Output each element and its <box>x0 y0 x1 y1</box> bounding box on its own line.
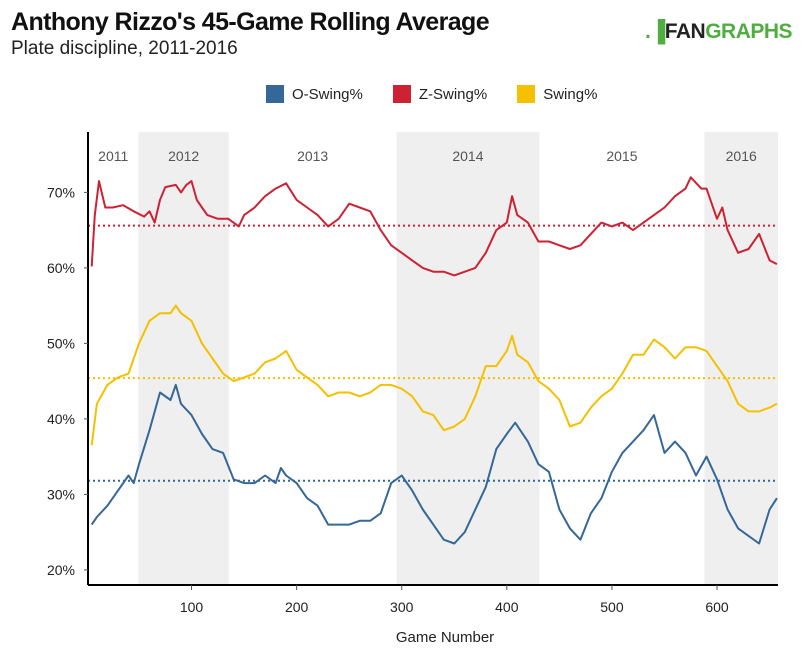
season-label-2012: 2012 <box>168 148 199 164</box>
fangraphs-logo: .▐FANGRAPHS <box>645 20 793 43</box>
season-band-2012 <box>138 132 229 585</box>
y-tick-label: 20% <box>47 562 75 578</box>
x-tick-label: 400 <box>495 599 519 615</box>
series-line-O-Swing% <box>90 383 778 545</box>
chart-subtitle: Plate discipline, 2011-2016 <box>11 38 238 59</box>
x-axis-label: Game Number <box>395 629 495 646</box>
y-tick-label: 30% <box>47 486 75 502</box>
season-label-2013: 2013 <box>297 148 328 164</box>
x-tick-label: 600 <box>705 599 729 615</box>
legend-swatch <box>392 85 411 103</box>
season-label-2014: 2014 <box>452 148 483 164</box>
legend-item-z-swing: Z-Swing% <box>392 85 487 103</box>
legend-swatch <box>517 85 536 103</box>
legend-item-o-swing: O-Swing% <box>266 85 363 103</box>
season-label-2015: 2015 <box>606 148 637 164</box>
y-tick-label: 50% <box>47 335 75 351</box>
legend: O-Swing% Z-Swing% Swing% <box>266 85 597 103</box>
x-tick-label: 300 <box>390 599 414 615</box>
season-label-2011: 2011 <box>98 148 128 164</box>
season-band-2014 <box>396 132 540 585</box>
x-tick-label: 500 <box>600 599 624 615</box>
y-tick-label: 60% <box>47 260 75 276</box>
series-line-Swing% <box>90 304 778 446</box>
y-tick-label: 40% <box>47 411 75 427</box>
x-tick-label: 100 <box>180 599 204 615</box>
series-line-Z-Swing% <box>90 176 778 277</box>
legend-swatch <box>266 85 284 103</box>
y-tick-label: 70% <box>47 184 75 200</box>
x-tick-label: 200 <box>285 599 309 615</box>
legend-item-swing: Swing% <box>517 85 597 103</box>
season-label-2016: 2016 <box>726 148 757 164</box>
season-band-2016 <box>704 132 778 585</box>
chart-title: Anthony Rizzo's 45-Game Rolling Average <box>11 8 490 36</box>
